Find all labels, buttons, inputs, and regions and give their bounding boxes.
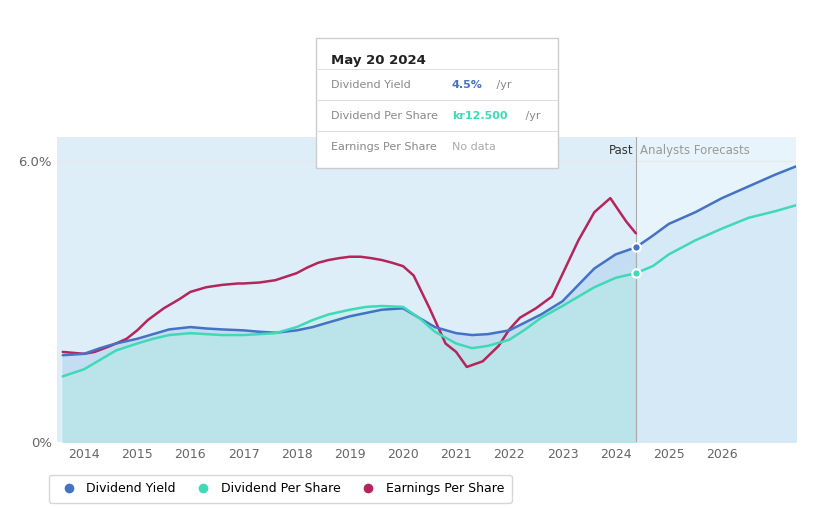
Text: Dividend Yield: Dividend Yield xyxy=(331,80,410,89)
Text: 4.5%: 4.5% xyxy=(452,80,483,89)
Text: /yr: /yr xyxy=(493,80,511,89)
Text: May 20 2024: May 20 2024 xyxy=(331,54,425,67)
Text: /yr: /yr xyxy=(522,111,540,120)
Bar xyxy=(57,137,635,442)
Text: No data: No data xyxy=(452,142,496,152)
Text: Dividend Per Share: Dividend Per Share xyxy=(331,111,438,120)
Text: kr12.500: kr12.500 xyxy=(452,111,507,120)
Text: Earnings Per Share: Earnings Per Share xyxy=(331,142,437,152)
Text: Past: Past xyxy=(608,144,633,157)
Text: Analysts Forecasts: Analysts Forecasts xyxy=(640,144,750,157)
Legend: Dividend Yield, Dividend Per Share, Earnings Per Share: Dividend Yield, Dividend Per Share, Earn… xyxy=(49,475,511,503)
FancyBboxPatch shape xyxy=(316,38,558,168)
Bar xyxy=(635,137,796,442)
